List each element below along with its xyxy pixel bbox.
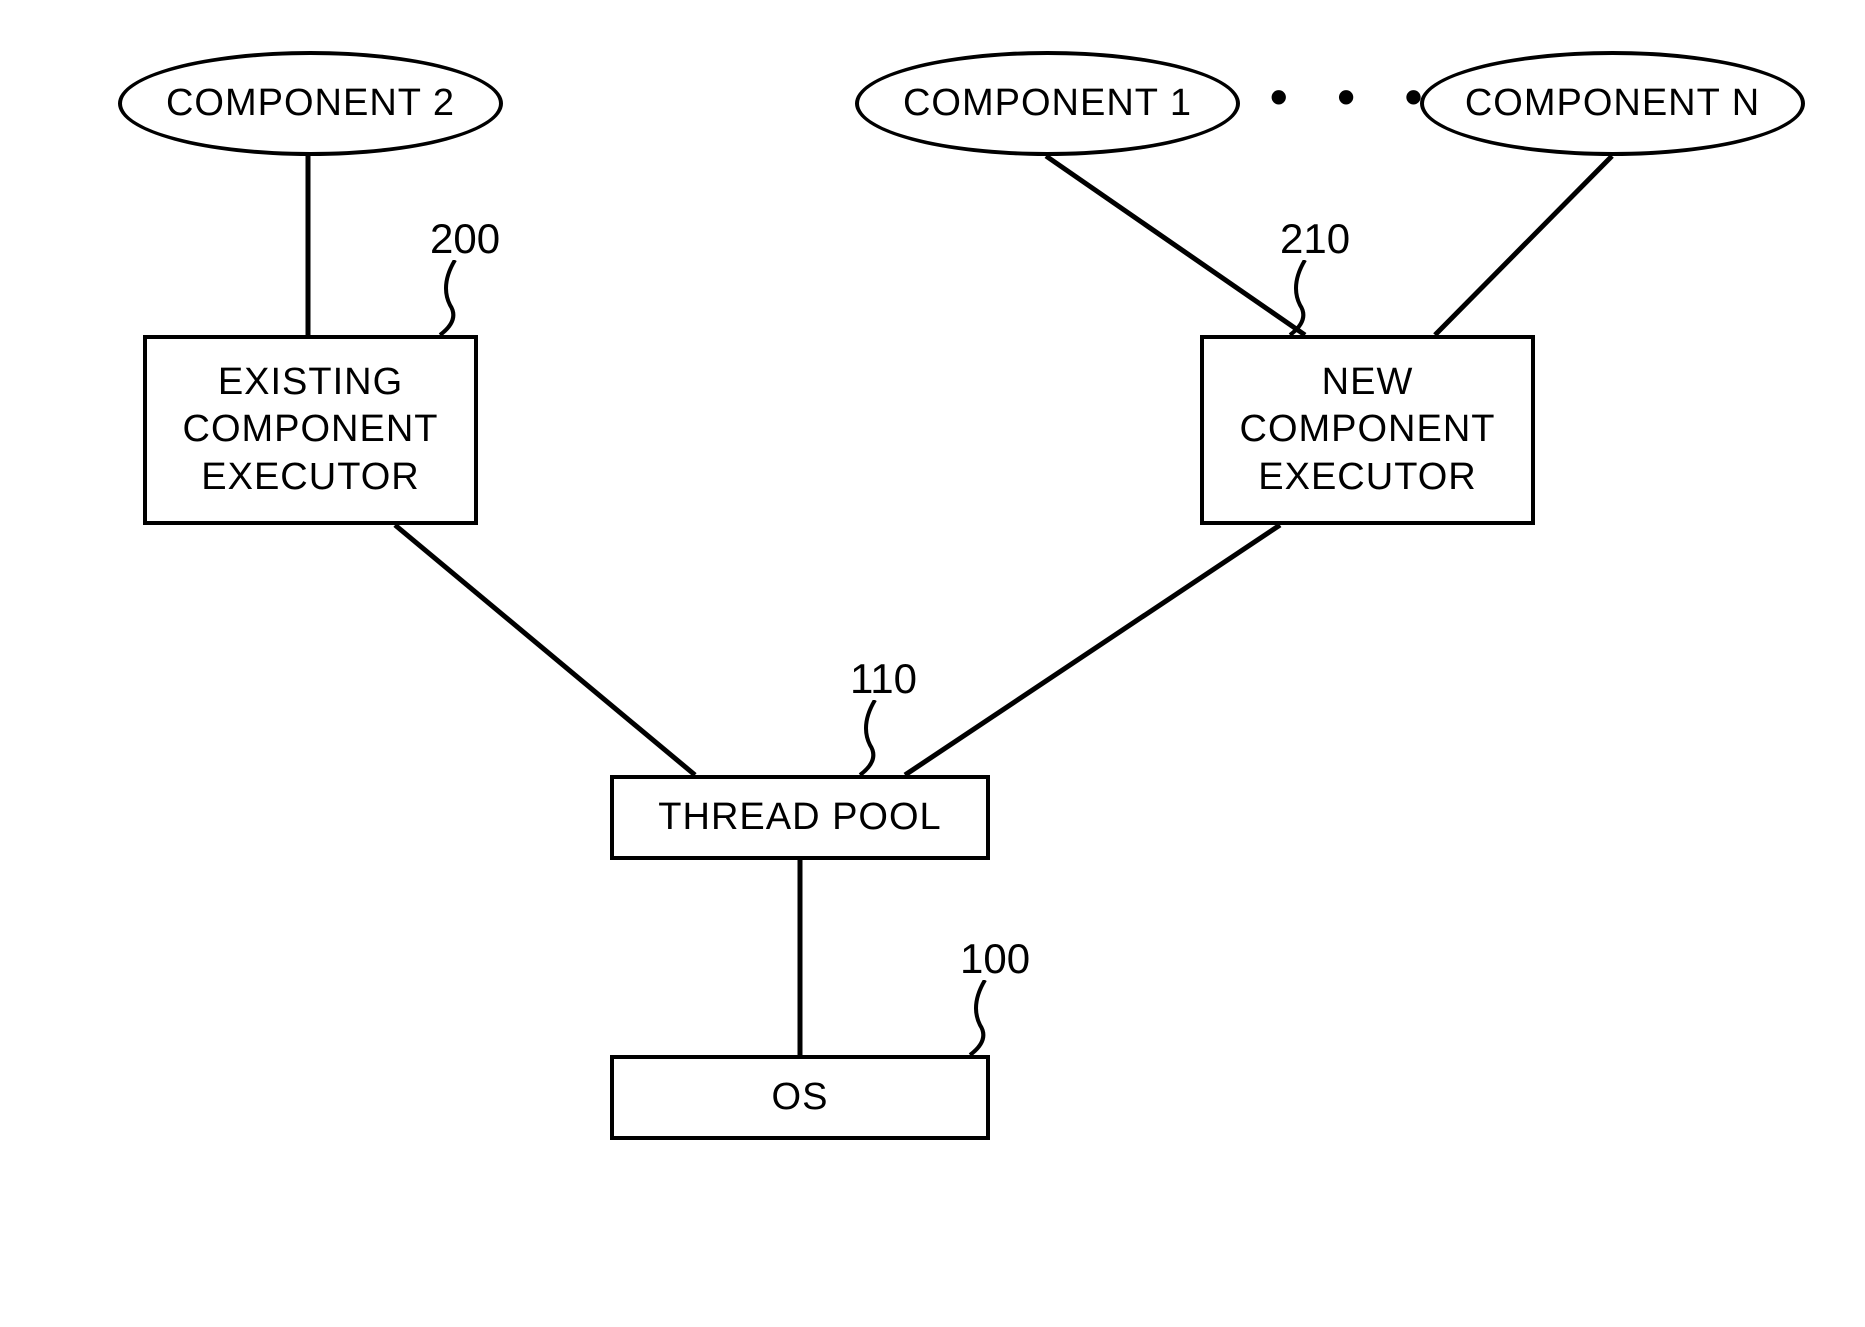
os-node: OS (610, 1055, 990, 1140)
ref-200-label: 200 (430, 215, 500, 263)
ref-100-leader (960, 980, 1010, 1055)
thread-pool-label: THREAD POOL (658, 794, 941, 842)
ref-210-label: 210 (1280, 215, 1350, 263)
component-n-node: COMPONENT N (1420, 51, 1805, 156)
component-1-label: COMPONENT 1 (903, 80, 1192, 128)
ref-210-leader (1280, 260, 1330, 335)
ref-200-leader (430, 260, 480, 335)
component-2-label: COMPONENT 2 (166, 80, 455, 128)
component-n-label: COMPONENT N (1465, 80, 1760, 128)
component-1-node: COMPONENT 1 (855, 51, 1240, 156)
thread-pool-node: THREAD POOL (610, 775, 990, 860)
ref-100-label: 100 (960, 935, 1030, 983)
new-executor-node: NEW COMPONENT EXECUTOR (1200, 335, 1535, 525)
ref-110-label: 110 (850, 655, 917, 703)
component-2-node: COMPONENT 2 (118, 51, 503, 156)
existing-executor-node: EXISTING COMPONENT EXECUTOR (143, 335, 478, 525)
ellipsis-dots: • • • (1270, 68, 1440, 126)
new-executor-label: NEW COMPONENT EXECUTOR (1240, 359, 1496, 502)
diagram-root: COMPONENT 2 COMPONENT 1 • • • COMPONENT … (0, 0, 1865, 1327)
ref-110-leader (850, 700, 900, 775)
existing-executor-label: EXISTING COMPONENT EXECUTOR (183, 359, 439, 502)
os-label: OS (772, 1074, 829, 1122)
